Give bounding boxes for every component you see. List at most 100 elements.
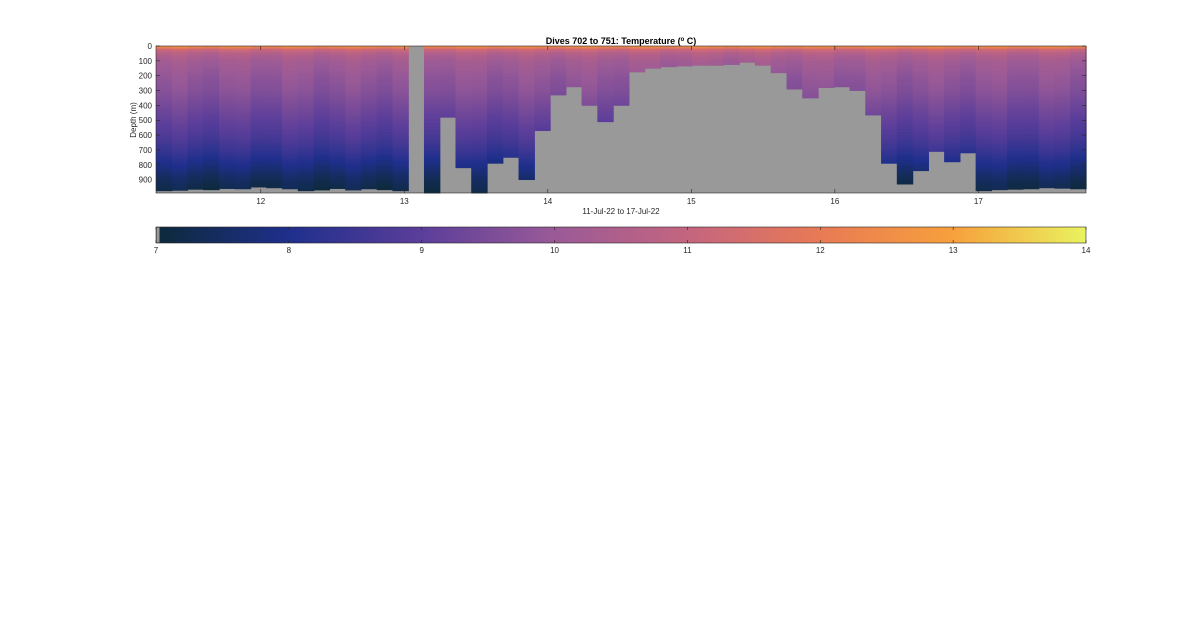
temperature-cell <box>818 65 835 68</box>
temperature-cell <box>329 121 346 124</box>
temperature-cell <box>345 117 362 120</box>
temperature-cell <box>171 93 189 96</box>
temperature-cell <box>250 108 267 111</box>
temperature-cell <box>156 120 173 123</box>
temperature-cell <box>423 81 441 84</box>
temperature-cell <box>439 86 457 88</box>
temperature-cell <box>219 57 236 60</box>
temperature-cell <box>234 106 252 109</box>
temperature-cell <box>833 50 851 53</box>
temperature-cell <box>329 184 346 186</box>
temperature-cell <box>802 87 819 90</box>
temperature-cell <box>187 112 204 115</box>
temperature-cell <box>203 63 220 66</box>
temperature-cell <box>944 65 961 68</box>
temperature-cell <box>849 60 866 63</box>
temperature-cell <box>944 53 961 56</box>
temperature-cell <box>297 169 315 172</box>
temperature-cell <box>802 60 819 63</box>
temperature-cell <box>187 77 204 80</box>
temperature-cell <box>896 90 914 93</box>
temperature-cell <box>1070 185 1087 188</box>
temperature-cell <box>376 90 394 93</box>
temperature-cell <box>360 86 378 88</box>
temperature-cell <box>518 100 535 103</box>
temperature-cell <box>581 71 598 74</box>
temperature-cell <box>597 115 614 118</box>
temperature-cell <box>471 92 488 94</box>
dive-column <box>723 46 740 65</box>
temperature-cell <box>219 184 236 186</box>
temperature-cell <box>1007 146 1024 149</box>
temperature-cell <box>881 152 898 155</box>
temperature-cell <box>329 100 346 103</box>
temperature-cell <box>471 106 488 109</box>
temperature-cell <box>770 59 788 62</box>
temperature-cell <box>250 130 267 133</box>
temperature-cell <box>187 100 204 103</box>
temperature-cell <box>676 53 693 56</box>
temperature-cell <box>1054 148 1071 151</box>
temperature-cell <box>1007 170 1024 173</box>
temperature-cell <box>581 60 598 63</box>
temperature-cell <box>881 127 898 130</box>
temperature-cell <box>1070 141 1087 143</box>
temperature-cell <box>818 86 835 88</box>
temperature-cell <box>613 48 630 51</box>
temperature-cell <box>187 124 204 127</box>
temperature-cell <box>1022 47 1040 50</box>
temperature-cell <box>392 97 409 100</box>
temperature-cell <box>360 106 378 109</box>
temperature-cell <box>455 97 472 100</box>
temperature-cell <box>628 56 646 59</box>
temperature-cell <box>156 81 173 84</box>
temperature-cell <box>991 57 1008 60</box>
temperature-cell <box>975 115 993 118</box>
temperature-cell <box>423 170 441 173</box>
temperature-cell <box>928 77 945 80</box>
temperature-cell <box>754 46 772 48</box>
temperature-cell <box>171 142 189 145</box>
temperature-cell <box>250 97 267 100</box>
temperature-cell <box>219 176 236 179</box>
temperature-cell <box>266 75 283 78</box>
temperature-cell <box>171 179 189 182</box>
temperature-cell <box>959 48 977 51</box>
temperature-cell <box>266 50 283 53</box>
temperature-cell <box>896 111 914 114</box>
temperature-cell <box>1007 151 1024 154</box>
temperature-cell <box>455 53 472 56</box>
temperature-cell <box>487 72 504 75</box>
temperature-cell <box>959 148 977 151</box>
temperature-cell <box>518 72 535 75</box>
temperature-cell <box>171 154 189 157</box>
temperature-cell <box>376 164 394 167</box>
temperature-cell <box>282 103 299 106</box>
temperature-cell <box>534 63 551 66</box>
temperature-cell <box>502 56 520 59</box>
temperature-cell <box>187 188 204 190</box>
temperature-cell <box>471 145 488 148</box>
dive-column <box>376 46 394 191</box>
temperature-cell <box>959 141 977 143</box>
temperature-cell <box>912 59 929 62</box>
temperature-cell <box>581 62 598 65</box>
colorbar-tick-label: 10 <box>550 246 559 255</box>
temperature-cell <box>360 185 378 188</box>
temperature-cell <box>471 68 488 71</box>
temperature-cell <box>881 50 898 53</box>
temperature-cell <box>234 152 252 155</box>
temperature-cell <box>187 148 204 151</box>
temperature-cell <box>156 71 173 74</box>
temperature-cell <box>203 74 220 77</box>
temperature-cell <box>1054 90 1071 93</box>
temperature-cell <box>471 50 488 53</box>
dive-column <box>1054 46 1071 189</box>
temperature-cell <box>676 56 693 59</box>
temperature-cell <box>928 59 945 62</box>
temperature-cell <box>203 120 220 123</box>
temperature-cell <box>975 68 993 71</box>
temperature-cell <box>455 157 472 160</box>
temperature-cell <box>691 54 709 57</box>
temperature-cell <box>266 100 283 103</box>
